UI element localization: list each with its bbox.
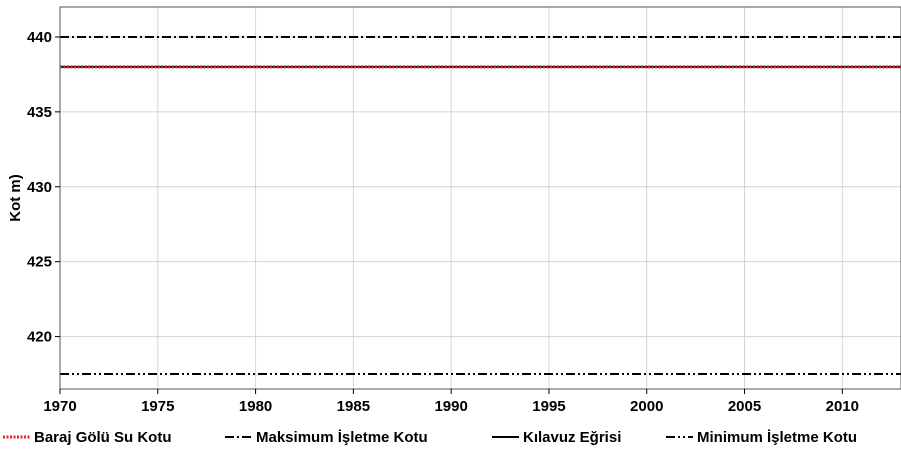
- y-tick-label: 435: [27, 104, 52, 121]
- x-tick-label: 1985: [337, 398, 370, 415]
- plot-frame: [59, 6, 901, 390]
- y-axis-ticks: 420 425 430 435 440: [27, 29, 60, 346]
- series-layer: [60, 35, 901, 376]
- x-tick-label: 1995: [532, 398, 565, 415]
- x-tick-label: 1970: [43, 398, 76, 415]
- x-tick-label: 2010: [826, 398, 859, 415]
- x-tick-label: 2000: [630, 398, 663, 415]
- grid: [60, 7, 901, 389]
- legend: Baraj Gölü Su Kotu Maksimum İşletme Kotu K…: [3, 429, 857, 446]
- x-tick-label: 1980: [239, 398, 272, 415]
- y-tick-label: 440: [27, 29, 52, 46]
- legend-label: Maksimum İşletme Kotu: [256, 429, 428, 446]
- y-axis-title: Kot m): [7, 174, 24, 222]
- x-tick-label: 2005: [728, 398, 761, 415]
- legend-label: Minimum İşletme Kotu: [697, 429, 857, 446]
- y-tick-label: 425: [27, 254, 52, 271]
- x-axis-ticks: 1970 1975 1980 1985 1990 1995 2000 2005 2010: [43, 389, 859, 415]
- legend-label: Baraj Gölü Su Kotu: [34, 429, 172, 446]
- y-tick-label: 420: [27, 329, 52, 346]
- x-tick-label: 1975: [141, 398, 174, 415]
- x-tick-label: 1990: [434, 398, 467, 415]
- y-tick-label: 430: [27, 179, 52, 196]
- legend-label: Kılavuz Eğrisi: [523, 429, 621, 446]
